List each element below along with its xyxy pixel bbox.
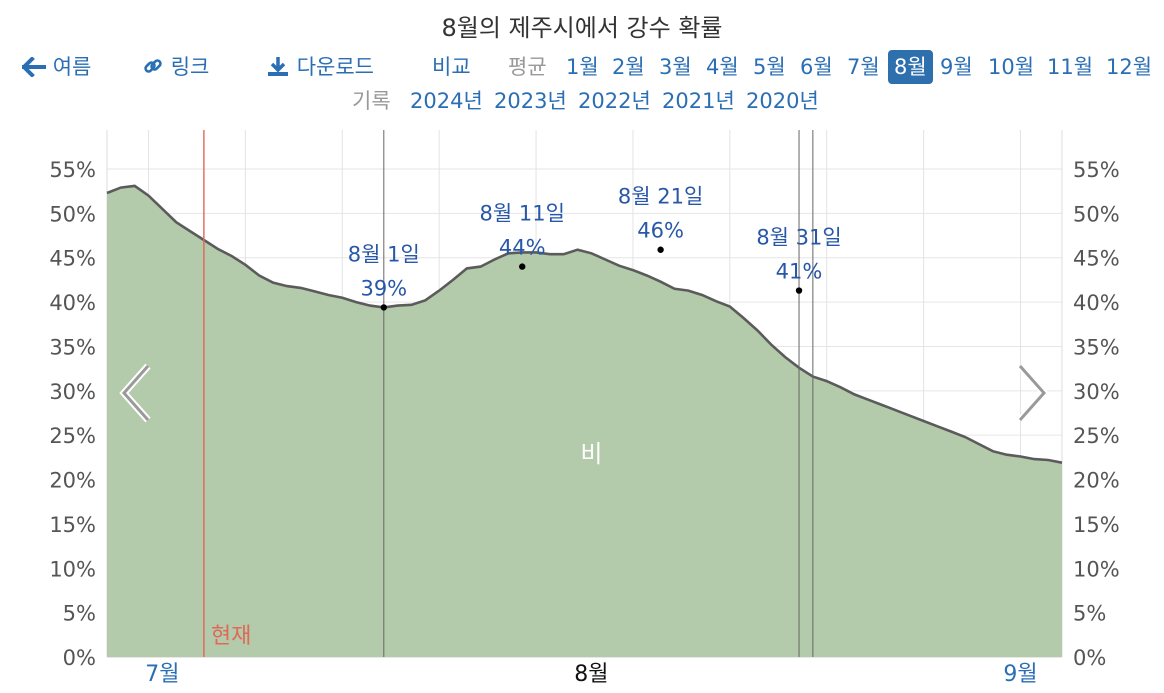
- annotation-date-2: 8월 21일: [618, 185, 703, 209]
- month-link-10[interactable]: 10월: [988, 55, 1035, 79]
- annotation-value-2: 46%: [637, 219, 684, 243]
- link-label: 링크: [170, 55, 210, 79]
- y-tick-left-9: 45%: [49, 247, 96, 271]
- y-axis-labels: 0% 0% 5% 5% 10% 10% 15% 15% 20% 20% 25% 25% 30% 30% 35…: [49, 158, 1119, 670]
- navigation-bar: 여름 링크 다운로드 비교 평균 1월 2월 3월 4월 5월 6월 7월 8월…: [0, 50, 1164, 84]
- y-tick-left-4: 20%: [49, 469, 96, 493]
- download-button[interactable]: 다운로드: [266, 50, 374, 84]
- annotation-value-0: 39%: [360, 276, 407, 300]
- x-month-label-0[interactable]: 7월: [145, 662, 179, 687]
- compare-button[interactable]: 비교: [432, 55, 471, 79]
- y-tick-left-6: 30%: [49, 380, 96, 404]
- back-button[interactable]: 여름: [21, 50, 92, 84]
- annotations: 8월 1일 39% 8월 11일 44% 8월 21일 46% 8월 31일 41%: [348, 185, 842, 311]
- month-link-2[interactable]: 2월: [612, 55, 645, 79]
- record-year-2024[interactable]: 2024년: [410, 89, 483, 113]
- y-tick-right-1: 5%: [1073, 602, 1106, 626]
- y-tick-left-5: 25%: [49, 424, 96, 448]
- record-year-2020[interactable]: 2020년: [746, 89, 819, 113]
- record-year-2022[interactable]: 2022년: [578, 89, 651, 113]
- month-link-11[interactable]: 11월: [1047, 55, 1094, 79]
- annotation-dot-0: [380, 304, 388, 311]
- y-tick-right-2: 10%: [1073, 557, 1120, 581]
- month-link-6[interactable]: 6월: [800, 55, 833, 79]
- annotation-dot-3: [795, 287, 803, 294]
- month-link-1[interactable]: 1월: [566, 55, 599, 79]
- month-link-8-selected[interactable]: 8월: [888, 50, 933, 84]
- y-tick-right-9: 45%: [1073, 247, 1120, 271]
- month-link-5[interactable]: 5월: [753, 55, 786, 79]
- annotation-dot-1: [519, 263, 526, 270]
- page-title: 8월의 제주시에서 강수 확률: [441, 14, 723, 42]
- record-year-2021[interactable]: 2021년: [662, 89, 735, 113]
- series-label: 비: [580, 440, 602, 468]
- y-tick-right-11: 55%: [1073, 158, 1120, 182]
- y-tick-left-1: 5%: [63, 602, 96, 626]
- annotation-date-0: 8월 1일: [348, 242, 420, 266]
- y-tick-right-7: 35%: [1073, 335, 1120, 359]
- y-tick-left-8: 40%: [49, 291, 96, 315]
- back-label: 여름: [52, 55, 92, 79]
- y-tick-left-2: 10%: [49, 557, 96, 581]
- series-line: [106, 184, 1063, 464]
- y-tick-right-5: 25%: [1073, 424, 1120, 448]
- y-tick-right-3: 15%: [1073, 513, 1120, 537]
- annotation-date-3: 8월 31일: [756, 226, 841, 250]
- annotation-value-1: 44%: [499, 236, 546, 260]
- y-tick-right-4: 20%: [1073, 469, 1120, 493]
- x-month-label-1: 8월: [574, 662, 608, 687]
- record-year-2023[interactable]: 2023년: [494, 89, 567, 113]
- month-link-9[interactable]: 9월: [940, 55, 973, 79]
- chevron-right-icon[interactable]: [1012, 362, 1052, 424]
- y-tick-left-7: 35%: [49, 335, 96, 359]
- records-bar: 기록 2024년 2023년 2022년 2021년 2020년: [0, 86, 1164, 116]
- annotation-dot-2: [657, 246, 664, 253]
- annotation-value-3: 41%: [776, 260, 823, 284]
- month-link-12[interactable]: 12월: [1106, 55, 1153, 79]
- records-label: 기록: [352, 89, 391, 113]
- series-area: [107, 185, 1062, 657]
- y-tick-left-10: 50%: [49, 202, 96, 226]
- x-axis-labels: 7월 8월 9월: [145, 662, 1037, 687]
- month-link-4[interactable]: 4월: [706, 55, 739, 79]
- chevron-left-icon[interactable]: [116, 362, 156, 424]
- y-tick-left-0: 0%: [63, 646, 96, 670]
- annotation-date-1: 8월 11일: [480, 202, 565, 226]
- arrow-left-icon: [21, 56, 46, 78]
- link-icon: [144, 59, 162, 73]
- y-tick-left-11: 55%: [49, 158, 96, 182]
- y-tick-right-10: 50%: [1073, 202, 1120, 226]
- month-link-3[interactable]: 3월: [659, 55, 692, 79]
- download-label: 다운로드: [296, 55, 374, 79]
- average-label: 평균: [508, 55, 547, 79]
- vertical-markers: [203, 130, 814, 657]
- y-tick-left-3: 15%: [49, 513, 96, 537]
- link-button[interactable]: 링크: [142, 50, 209, 84]
- y-tick-right-0: 0%: [1073, 646, 1106, 670]
- month-link-7[interactable]: 7월: [847, 55, 880, 79]
- y-tick-right-6: 30%: [1073, 380, 1120, 404]
- x-month-label-2[interactable]: 9월: [1003, 662, 1037, 687]
- download-icon: [268, 57, 288, 76]
- y-tick-right-8: 40%: [1073, 291, 1120, 315]
- now-label: 현재: [211, 624, 251, 649]
